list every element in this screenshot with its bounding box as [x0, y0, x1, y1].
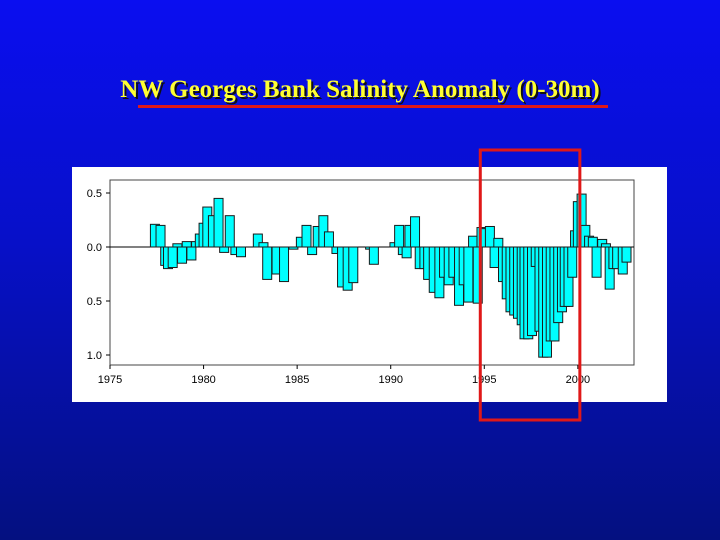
bar: [410, 216, 421, 248]
bar: [468, 235, 479, 248]
bar: [587, 236, 598, 248]
bar: [307, 246, 318, 256]
bar: [288, 246, 299, 250]
bar: [621, 246, 632, 263]
bar: [167, 246, 178, 269]
bar: [262, 246, 273, 280]
bar: [323, 231, 334, 248]
bar: [301, 224, 312, 248]
y-tick-label: 1.0: [87, 350, 102, 362]
x-tick-label: 1975: [98, 374, 122, 386]
bar: [489, 246, 500, 269]
salinity-anomaly-chart: 0.5 0.0 0.5 1.0 1975 1980 1985 1990 1995 2000: [87, 179, 635, 386]
x-tick-label: 1995: [472, 374, 496, 386]
y-tick-label: 0.5: [87, 188, 102, 200]
bar: [463, 246, 474, 303]
bar: [493, 237, 504, 248]
y-tick-label: 0.0: [87, 242, 102, 254]
bar: [567, 246, 578, 278]
bar: [155, 224, 166, 248]
bar: [213, 197, 224, 248]
plot-frame: [109, 179, 635, 366]
x-tick-label: 2000: [566, 374, 590, 386]
bar: [219, 246, 230, 253]
x-tick-label: 1980: [191, 374, 215, 386]
title-underline: [138, 105, 608, 108]
bar: [181, 241, 192, 248]
y-tick-label: 0.5: [87, 296, 102, 308]
bar: [224, 215, 235, 248]
bar: [318, 215, 329, 248]
x-tick-label: 1985: [285, 374, 309, 386]
bar: [368, 246, 379, 265]
bar: [177, 246, 188, 264]
slide-title: NW Georges Bank Salinity Anomaly (0-30m): [120, 76, 600, 103]
bar: [472, 246, 483, 304]
bar: [236, 246, 246, 258]
bar: [401, 246, 412, 259]
chart-panel: 0.5 0.0 0.5 1.0 1975 1980 1985 1990 1995 2000: [72, 167, 667, 402]
bar: [258, 242, 269, 248]
x-tick-label: 1990: [378, 374, 402, 386]
bar: [591, 246, 602, 278]
bar: [484, 225, 495, 248]
bar: [348, 246, 359, 284]
bar: [394, 224, 405, 248]
bar: [186, 246, 197, 261]
bar: [252, 233, 263, 248]
bar: [279, 246, 290, 283]
